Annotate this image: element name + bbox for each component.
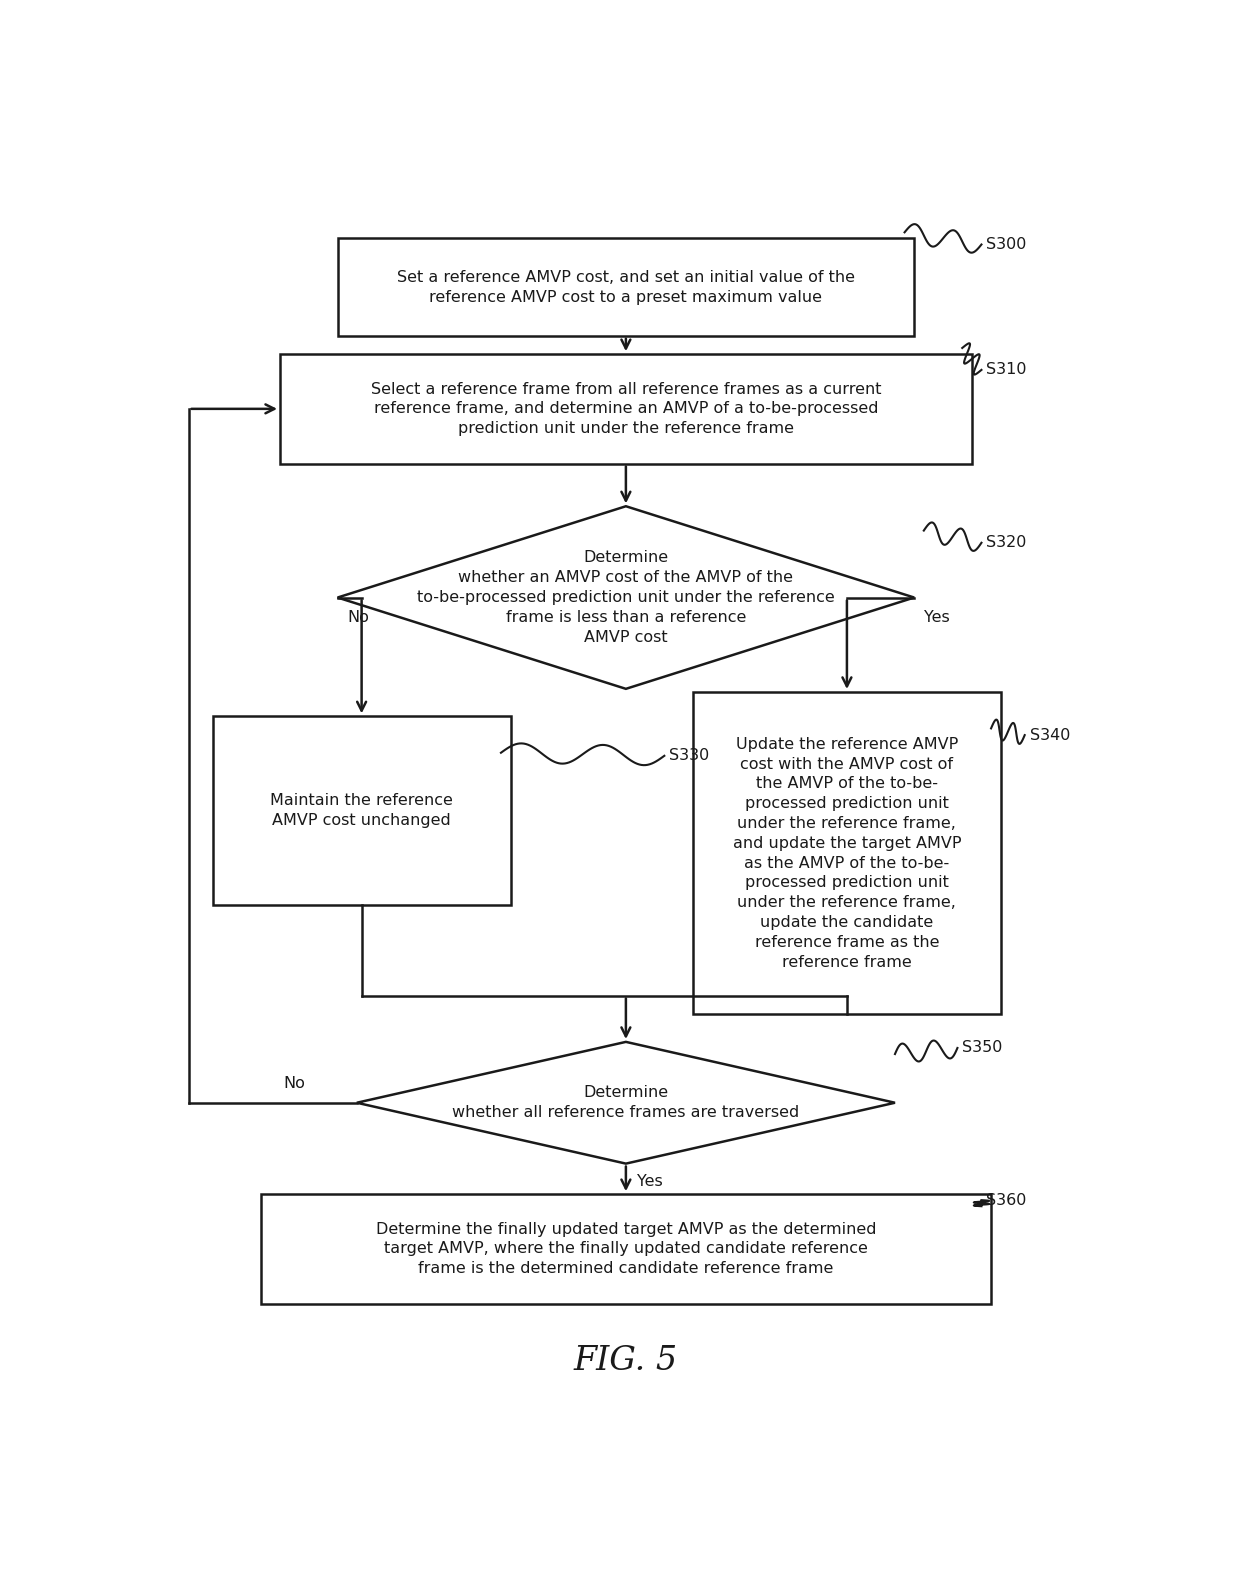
Text: Set a reference AMVP cost, and set an initial value of the
reference AMVP cost t: Set a reference AMVP cost, and set an in… — [397, 270, 854, 305]
Text: Determine
whether all reference frames are traversed: Determine whether all reference frames a… — [453, 1085, 800, 1121]
Text: Determine the finally updated target AMVP as the determined
target AMVP, where t: Determine the finally updated target AMV… — [376, 1222, 877, 1276]
Text: Maintain the reference
AMVP cost unchanged: Maintain the reference AMVP cost unchang… — [270, 794, 453, 828]
Text: S300: S300 — [986, 237, 1027, 251]
Text: Determine
whether an AMVP cost of the AMVP of the
to-be-processed prediction uni: Determine whether an AMVP cost of the AM… — [417, 550, 835, 645]
Bar — [260, 1194, 991, 1304]
Polygon shape — [337, 506, 914, 689]
Bar — [337, 239, 914, 335]
Text: S360: S360 — [986, 1192, 1027, 1208]
Bar — [693, 692, 1001, 1015]
Bar — [213, 716, 511, 904]
Bar — [280, 354, 972, 463]
Text: S350: S350 — [962, 1040, 1003, 1056]
Text: Yes: Yes — [924, 610, 950, 624]
Text: S320: S320 — [986, 536, 1027, 550]
Text: Select a reference frame from all reference frames as a current
reference frame,: Select a reference frame from all refere… — [371, 381, 882, 436]
Text: No: No — [284, 1077, 305, 1091]
Text: Update the reference AMVP
cost with the AMVP cost of
the AMVP of the to-be-
proc: Update the reference AMVP cost with the … — [733, 737, 961, 969]
Text: Yes: Yes — [637, 1173, 663, 1189]
Text: No: No — [347, 610, 370, 624]
Text: FIG. 5: FIG. 5 — [574, 1345, 678, 1377]
Text: S340: S340 — [1029, 727, 1070, 743]
Text: S330: S330 — [670, 748, 709, 764]
Polygon shape — [357, 1042, 895, 1164]
Text: S310: S310 — [986, 362, 1027, 378]
